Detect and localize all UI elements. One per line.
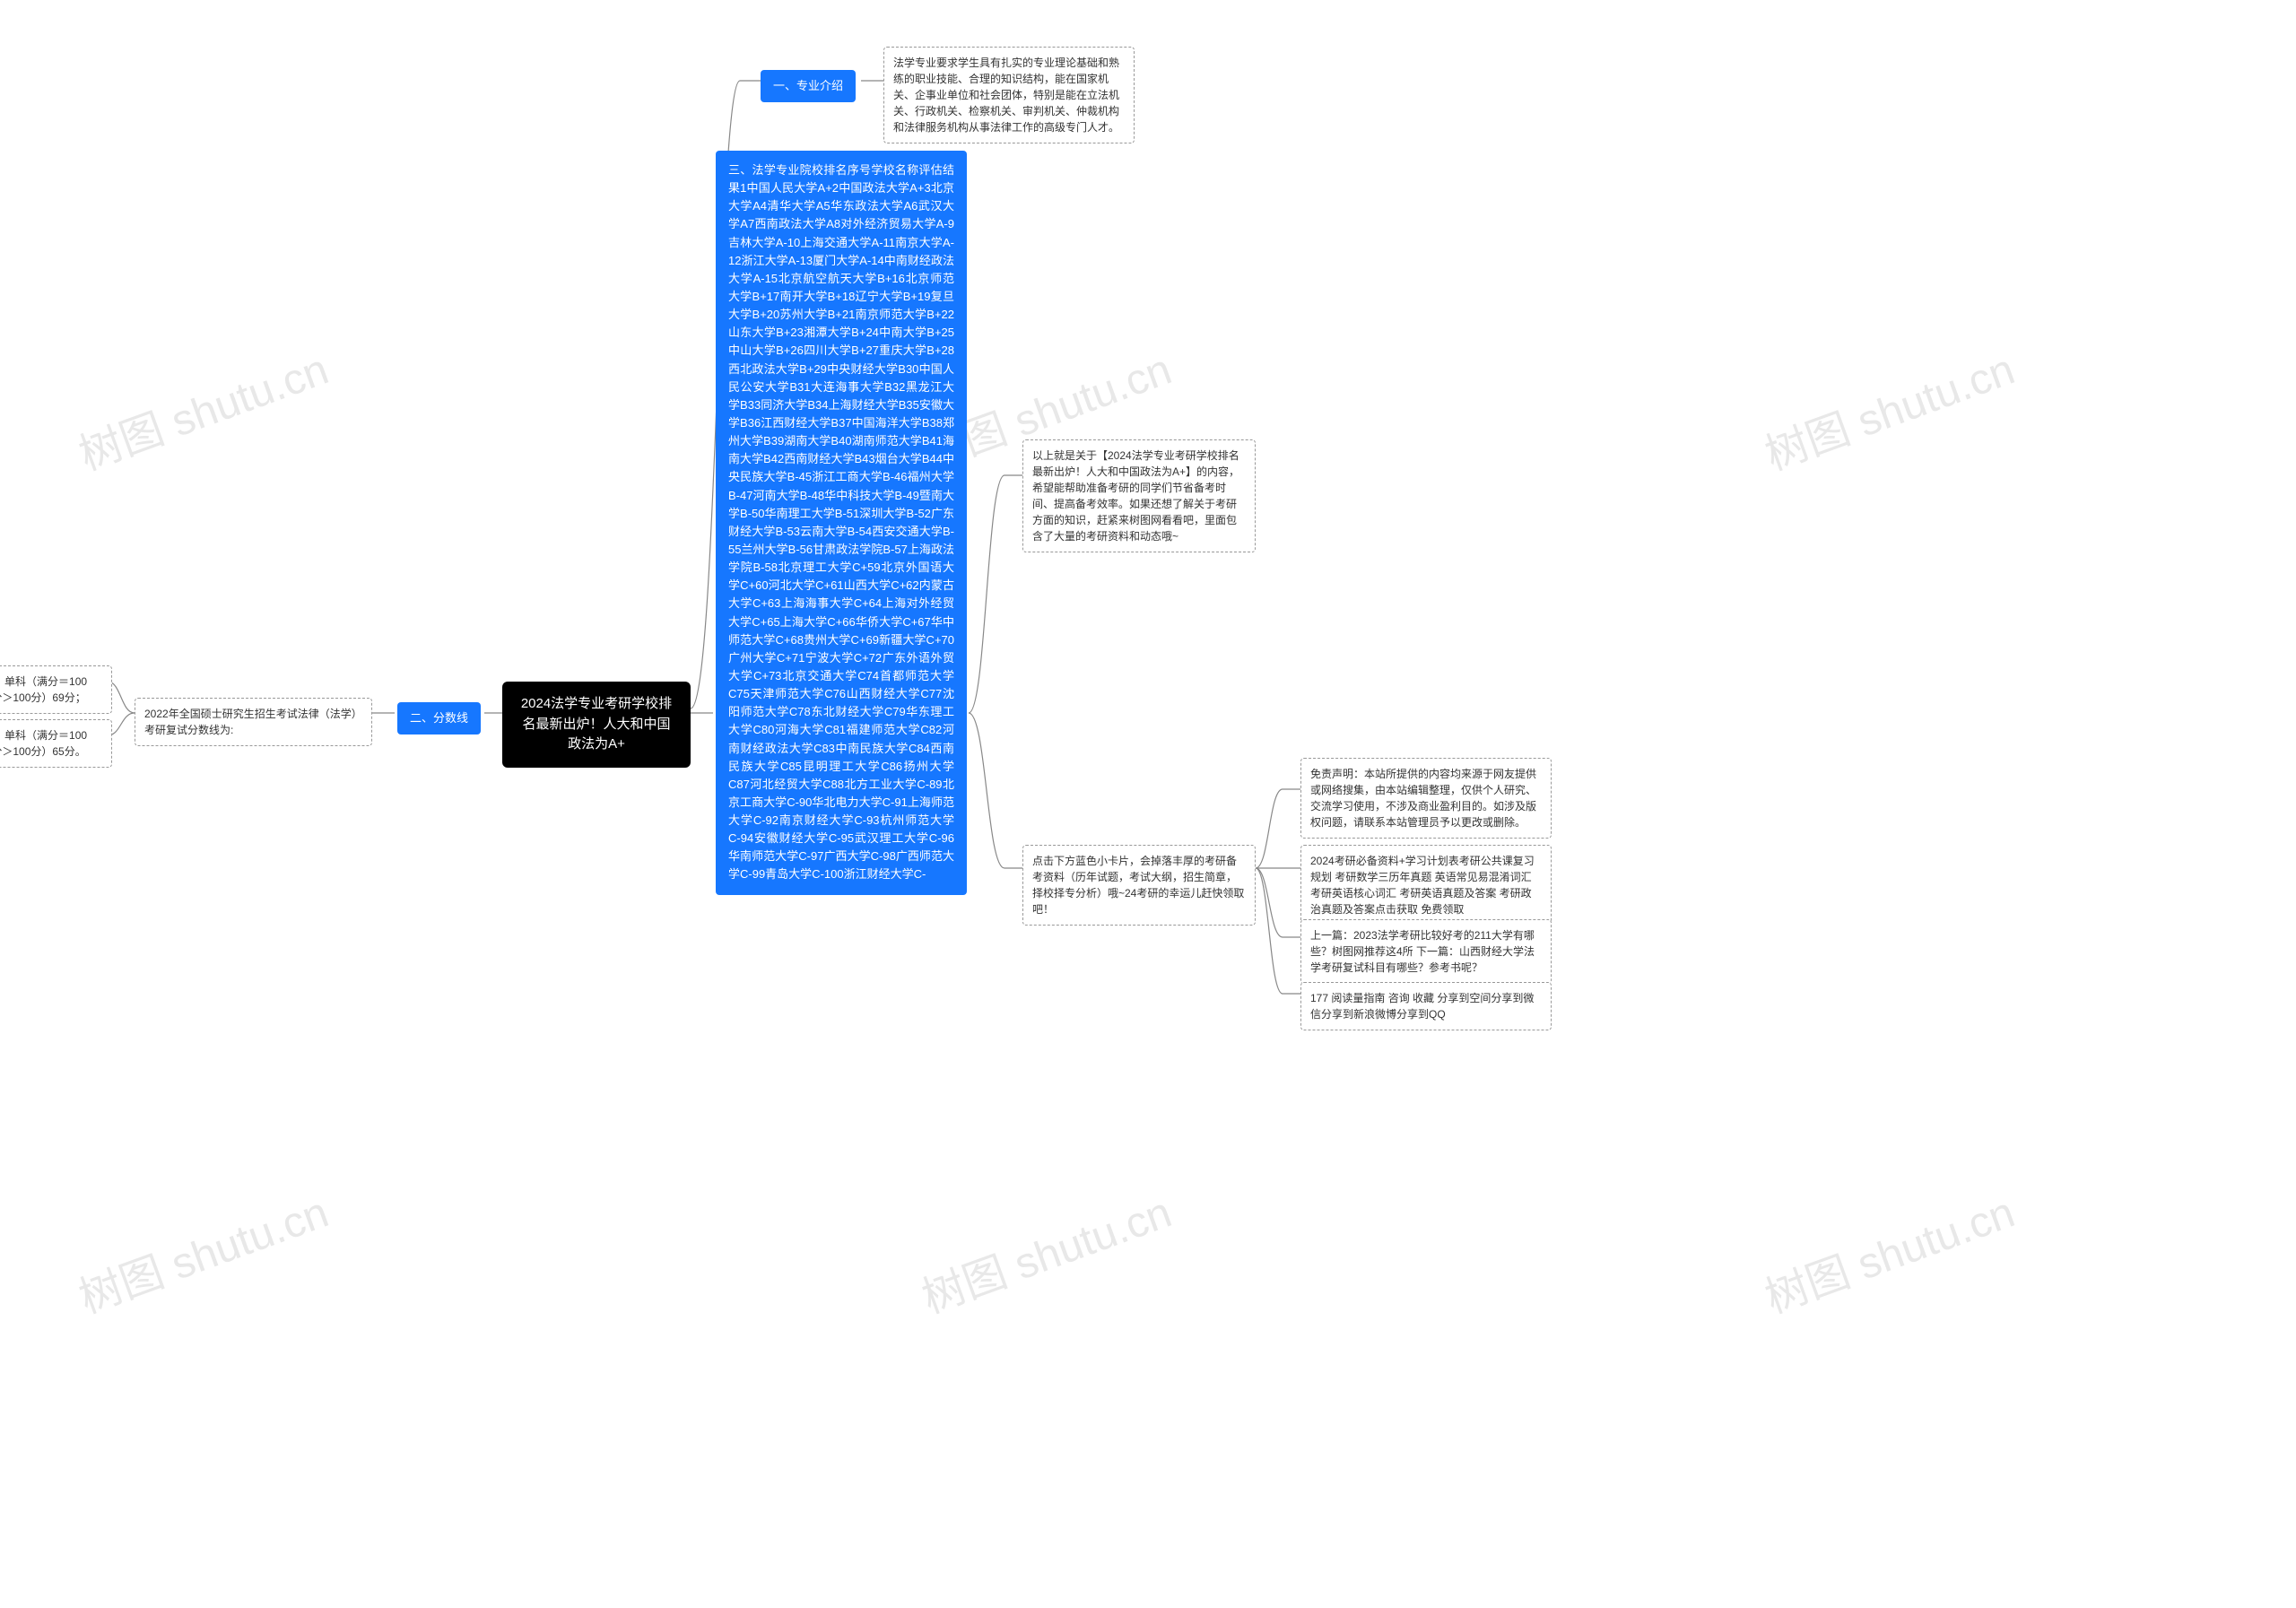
watermark: 树图 shutu.cn	[1755, 1177, 2022, 1325]
branch-1-label[interactable]: 一、专业介绍	[761, 70, 856, 102]
connectors	[0, 0, 2296, 1608]
leaf-resources: 2024考研必备资料+学习计划表考研公共课复习规划 考研数学三历年真题 英语常见…	[1300, 845, 1552, 926]
mindmap-canvas: 树图 shutu.cn 树图 shutu.cn 树图 shutu.cn 树图 s…	[0, 0, 2296, 1608]
watermark: 树图 shutu.cn	[912, 1177, 1178, 1325]
branch-2-sub: 2022年全国硕士研究生招生考试法律（法学）考研复试分数线为:	[135, 698, 372, 746]
leaf-share-stats: 177 阅读量指南 咨询 收藏 分享到空间分享到微信分享到新浪微博分享到QQ	[1300, 982, 1552, 1030]
watermark: 树图 shutu.cn	[69, 334, 335, 482]
branch-2-label[interactable]: 二、分数线	[397, 702, 481, 734]
leaf-card-tip: 点击下方蓝色小卡片，会掉落丰厚的考研备考资料（历年试题，考试大纲，招生简章，择校…	[1022, 845, 1256, 926]
leaf-disclaimer: 免责声明：本站所提供的内容均来源于网友提供或网络搜集，由本站编辑整理，仅供个人研…	[1300, 758, 1552, 839]
branch-2-leaf-a: A类考生：总分335分，单科（满分＝100分）46分，单科（满分＞100分）69…	[0, 665, 112, 714]
watermark: 树图 shutu.cn	[69, 1177, 335, 1325]
branch-1-desc: 法学专业要求学生具有扎实的专业理论基础和熟练的职业技能、合理的知识结构，能在国家…	[883, 47, 1135, 143]
center-node[interactable]: 2024法学专业考研学校排名最新出炉！人大和中国政法为A+	[502, 682, 691, 768]
leaf-summary: 以上就是关于【2024法学专业考研学校排名最新出炉！人大和中国政法为A+】的内容…	[1022, 439, 1256, 552]
branch-2-leaf-b: B类考生：总分325分，单科（满分＝100分）43分，单科（满分＞100分）65…	[0, 719, 112, 768]
leaf-prev-next: 上一篇：2023法学考研比较好考的211大学有哪些？树图网推荐这4所 下一篇：山…	[1300, 919, 1552, 984]
branch-3-rankings: 三、法学专业院校排名序号学校名称评估结果1中国人民大学A+2中国政法大学A+3北…	[716, 151, 967, 895]
watermark: 树图 shutu.cn	[1755, 334, 2022, 482]
